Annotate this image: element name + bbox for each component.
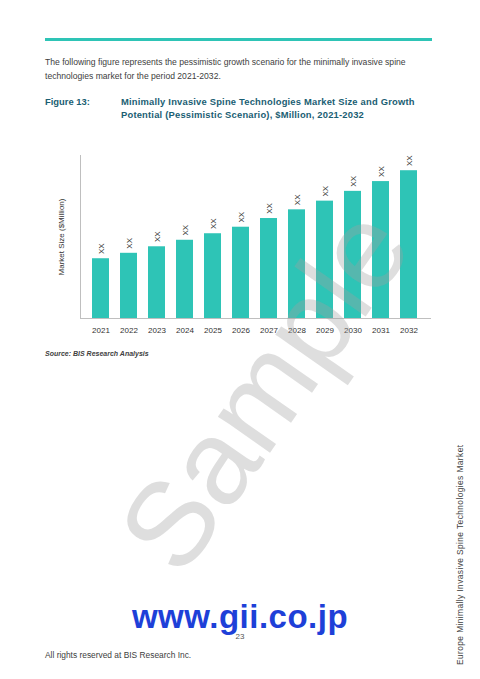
svg-text:XX: XX [237, 211, 246, 222]
svg-text:XX: XX [293, 194, 302, 205]
svg-text:XX: XX [265, 203, 274, 214]
svg-text:XX: XX [125, 237, 134, 248]
svg-text:2021: 2021 [92, 326, 110, 335]
svg-text:XX: XX [97, 243, 106, 254]
svg-text:XX: XX [349, 175, 358, 186]
svg-text:XX: XX [153, 231, 162, 242]
svg-text:Market Size ($Million): Market Size ($Million) [57, 198, 66, 275]
svg-text:2032: 2032 [400, 326, 418, 335]
svg-text:2023: 2023 [148, 326, 166, 335]
svg-text:XX: XX [377, 166, 386, 177]
svg-text:2022: 2022 [120, 326, 138, 335]
svg-text:XX: XX [405, 155, 414, 166]
svg-text:XX: XX [181, 224, 190, 235]
svg-text:2024: 2024 [176, 326, 194, 335]
svg-text:XX: XX [209, 218, 218, 229]
